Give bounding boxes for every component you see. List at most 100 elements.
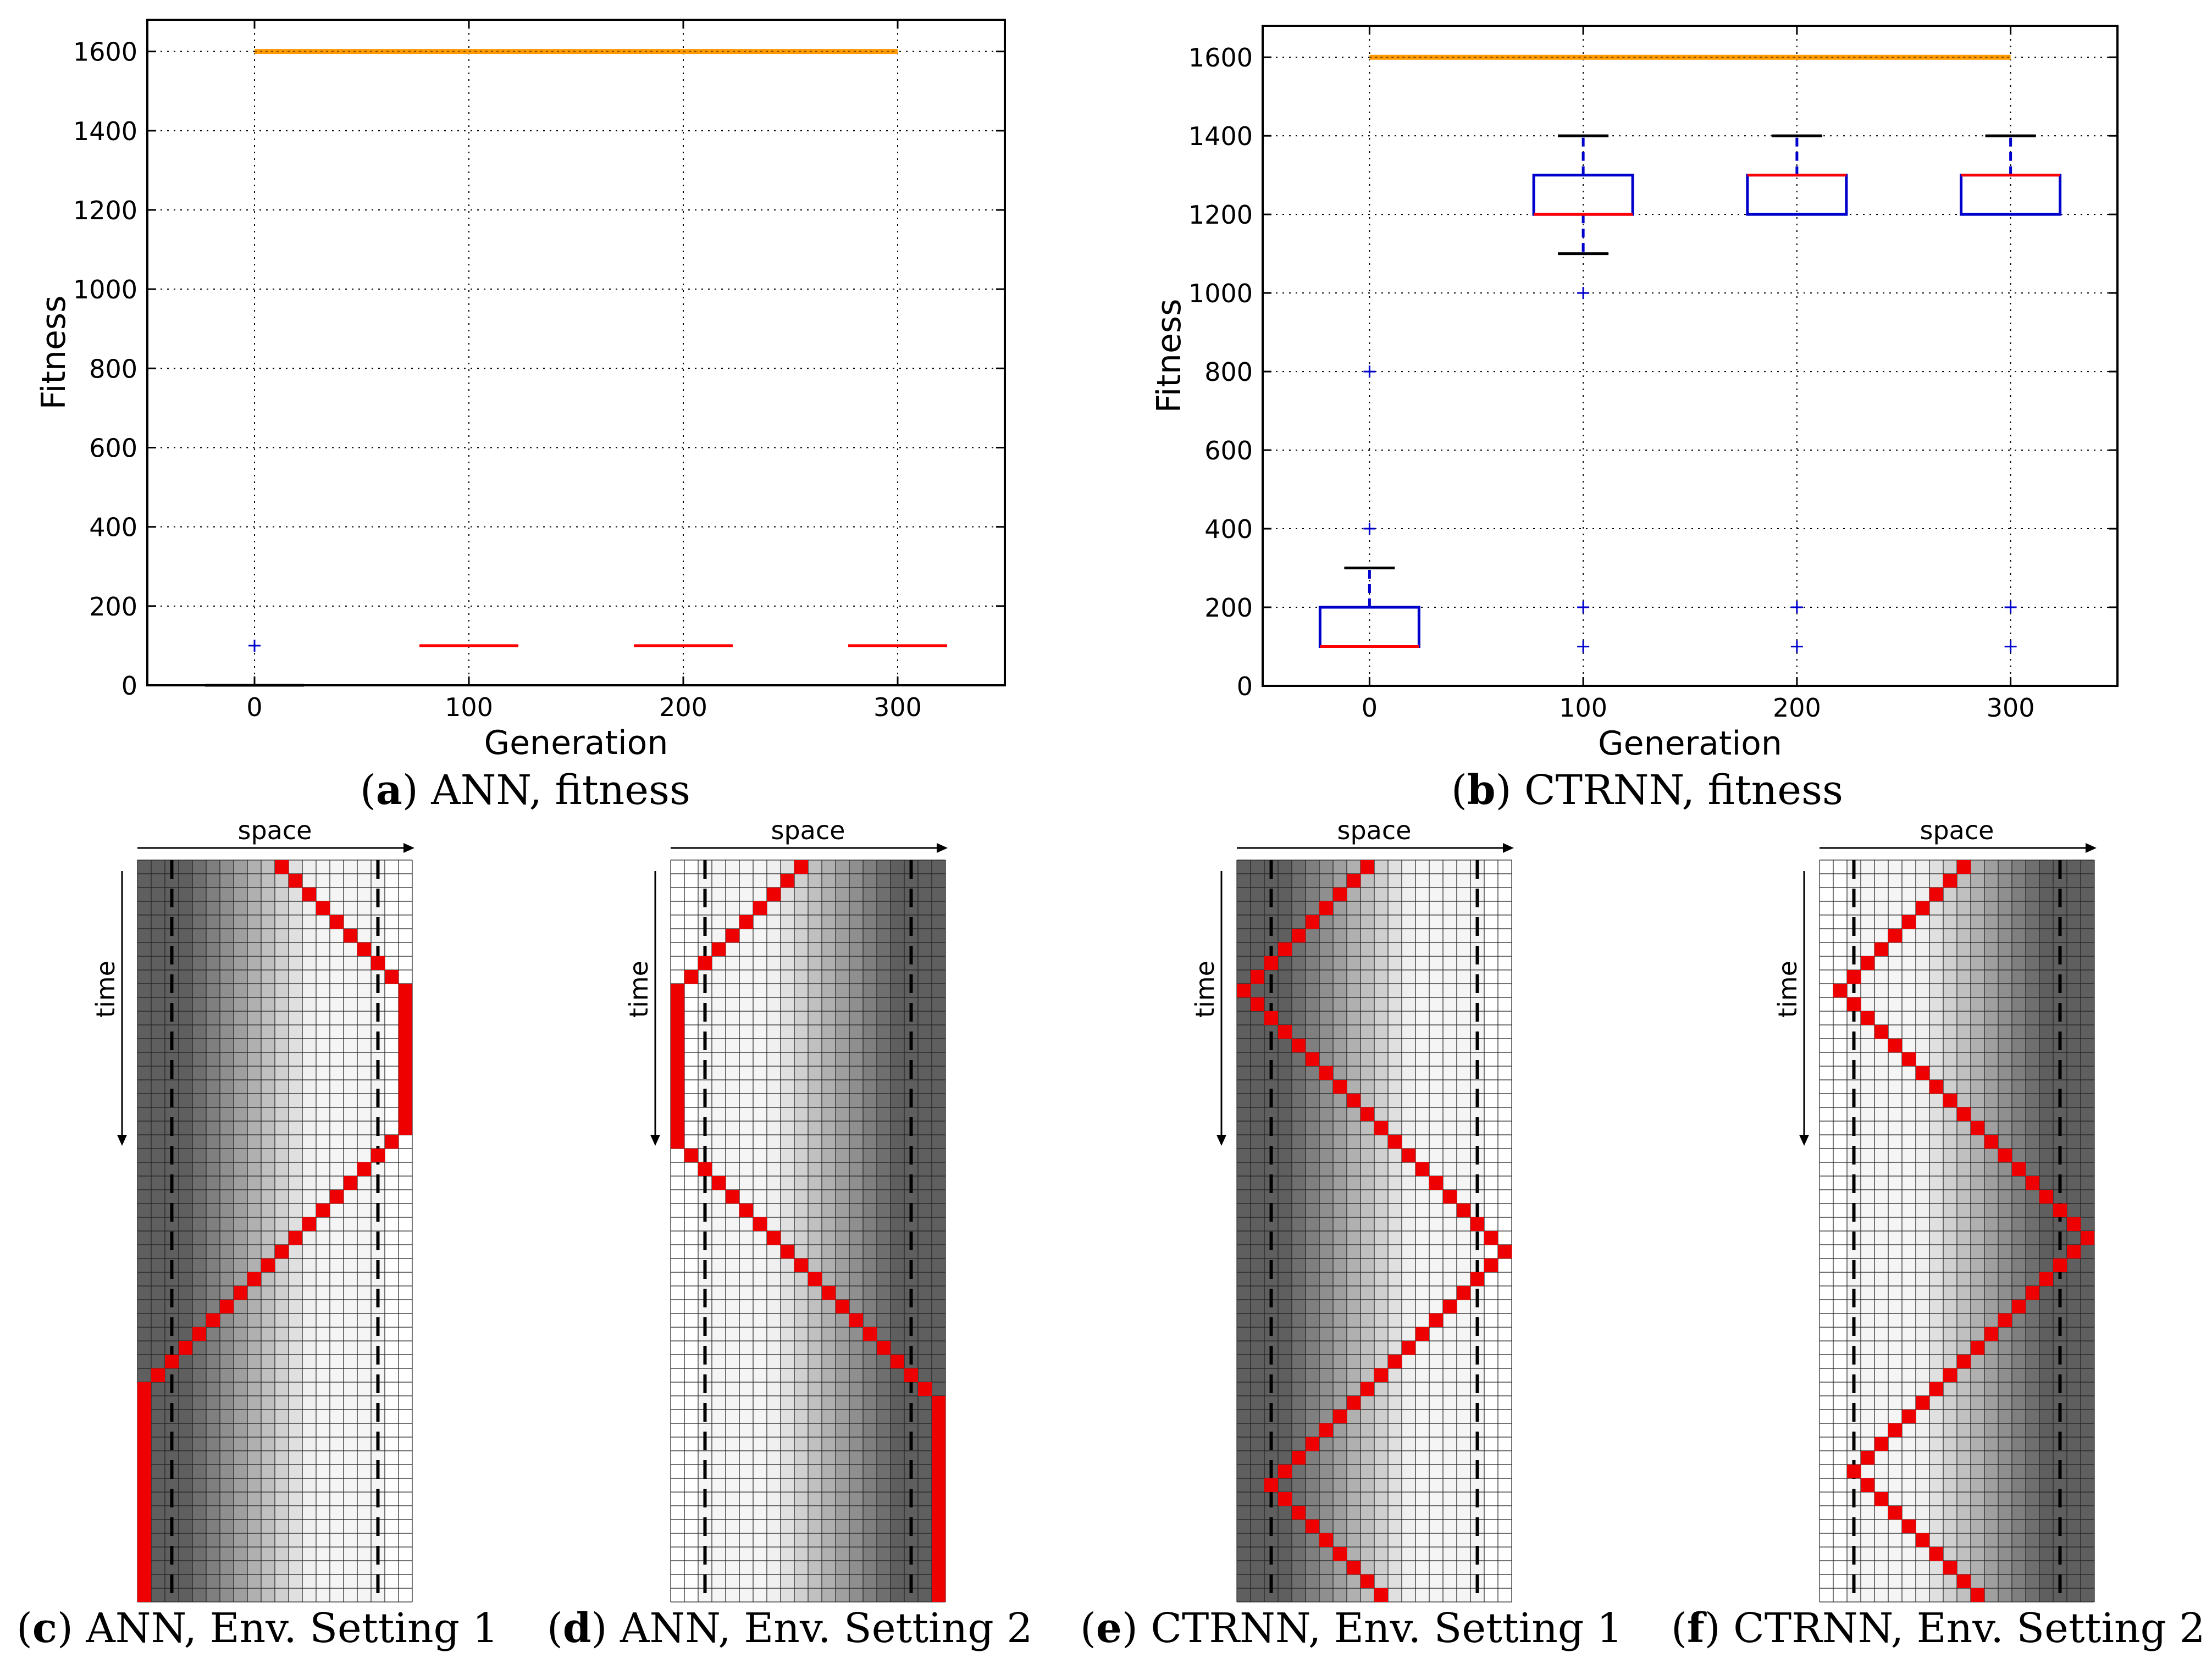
agent-cell — [302, 1217, 316, 1231]
agent-cell — [357, 942, 371, 956]
agent-cell — [1361, 1574, 1374, 1588]
agent-cell — [849, 1313, 863, 1327]
agent-cell — [1278, 1492, 1292, 1506]
agent-cell — [1264, 1011, 1278, 1025]
y-tick-label: 0 — [121, 671, 137, 701]
agent-cell — [1333, 1547, 1347, 1561]
agent-cell — [137, 1451, 151, 1465]
agent-cell — [1374, 1368, 1388, 1382]
agent-cell — [247, 1272, 261, 1286]
agent-cell — [671, 997, 684, 1011]
agent-cell — [1847, 1465, 1861, 1478]
space-arrow-head — [403, 843, 414, 853]
agent-cell — [399, 1039, 412, 1052]
agent-cell — [1264, 956, 1278, 970]
agent-cell — [1374, 1588, 1388, 1602]
agent-cell — [385, 970, 399, 984]
agent-cell — [712, 942, 726, 956]
agent-cell — [794, 1258, 808, 1272]
agent-cell — [316, 901, 330, 915]
agent-cell — [698, 1162, 712, 1176]
agent-cell — [767, 1231, 781, 1245]
agent-cell — [399, 1025, 412, 1039]
agent-cell — [137, 1437, 151, 1451]
agent-cell — [1415, 1327, 1429, 1341]
agent-cell — [1902, 1410, 1916, 1423]
agent-cell — [137, 1506, 151, 1520]
agent-cell — [1984, 1327, 1998, 1341]
agent-cell — [137, 1410, 151, 1423]
agent-cell — [794, 860, 808, 874]
agent-cell — [1957, 1355, 1971, 1368]
agent-cell — [1916, 1066, 1929, 1080]
agent-cell — [712, 1176, 726, 1190]
agent-cell — [1861, 1011, 1874, 1025]
y-tick-label: 1000 — [73, 275, 137, 304]
agent-cell — [781, 874, 794, 888]
agent-cell — [1361, 1107, 1374, 1121]
space-label: space — [238, 816, 312, 845]
agent-cell — [137, 1423, 151, 1437]
agent-cell — [932, 1574, 945, 1588]
agent-cell — [1874, 1025, 1888, 1039]
agent-cell — [671, 1052, 684, 1066]
agent-cell — [1957, 860, 1971, 874]
agent-cell — [1874, 1492, 1888, 1506]
agent-cell — [165, 1355, 179, 1368]
agent-cell — [399, 984, 412, 997]
agent-cell — [399, 1066, 412, 1080]
y-axis-label: Fitness — [1150, 299, 1188, 413]
agent-cell — [399, 1052, 412, 1066]
x-tick-label: 100 — [445, 692, 493, 722]
agent-cell — [137, 1382, 151, 1396]
agent-cell — [1278, 1025, 1292, 1039]
agent-cell — [1984, 1135, 1998, 1149]
y-tick-label: 600 — [1204, 436, 1253, 465]
agent-cell — [932, 1451, 945, 1465]
x-tick-label: 200 — [659, 692, 707, 722]
agent-cell — [137, 1588, 151, 1602]
agent-cell — [1429, 1313, 1443, 1327]
agent-cell — [137, 1478, 151, 1492]
x-tick-label: 200 — [1773, 693, 1821, 723]
agent-cell — [179, 1341, 192, 1355]
y-tick-label: 1000 — [1188, 279, 1253, 308]
agent-cell — [1292, 1039, 1306, 1052]
agent-cell — [877, 1341, 891, 1355]
agent-cell — [1943, 1368, 1957, 1382]
agent-cell — [2067, 1217, 2081, 1231]
x-tick-label: 0 — [1362, 693, 1378, 723]
agent-cell — [1347, 874, 1361, 888]
agent-cell — [753, 901, 767, 915]
box-body — [1746, 174, 1848, 216]
agent-cell — [781, 1245, 794, 1258]
agent-cell — [1388, 1135, 1402, 1149]
agent-cell — [1347, 1396, 1361, 1410]
y-tick-label: 1200 — [1188, 200, 1253, 230]
agent-cell — [2039, 1272, 2053, 1286]
agent-cell — [739, 915, 753, 929]
agent-cell — [671, 1066, 684, 1080]
agent-cell — [344, 929, 357, 942]
agent-cell — [1374, 1121, 1388, 1135]
agent-cell — [932, 1547, 945, 1561]
agent-cell — [1402, 1341, 1415, 1355]
agent-cell — [932, 1520, 945, 1533]
agent-cell — [684, 970, 698, 984]
agent-cell — [137, 1533, 151, 1547]
agent-cell — [1347, 1094, 1361, 1107]
agent-cell — [2012, 1162, 2026, 1176]
agent-cell — [302, 888, 316, 901]
agent-cell — [1415, 1162, 1429, 1176]
agent-cell — [2081, 1231, 2094, 1245]
agent-cell — [1874, 942, 1888, 956]
agent-cell — [220, 1300, 234, 1313]
agent-cell — [2039, 1190, 2053, 1204]
agent-cell — [671, 1025, 684, 1039]
agent-cell — [671, 1121, 684, 1135]
agent-cell — [1251, 970, 1264, 984]
agent-cell — [1470, 1272, 1484, 1286]
agent-cell — [1278, 1465, 1292, 1478]
agent-cell — [1916, 901, 1929, 915]
agent-cell — [671, 1107, 684, 1121]
